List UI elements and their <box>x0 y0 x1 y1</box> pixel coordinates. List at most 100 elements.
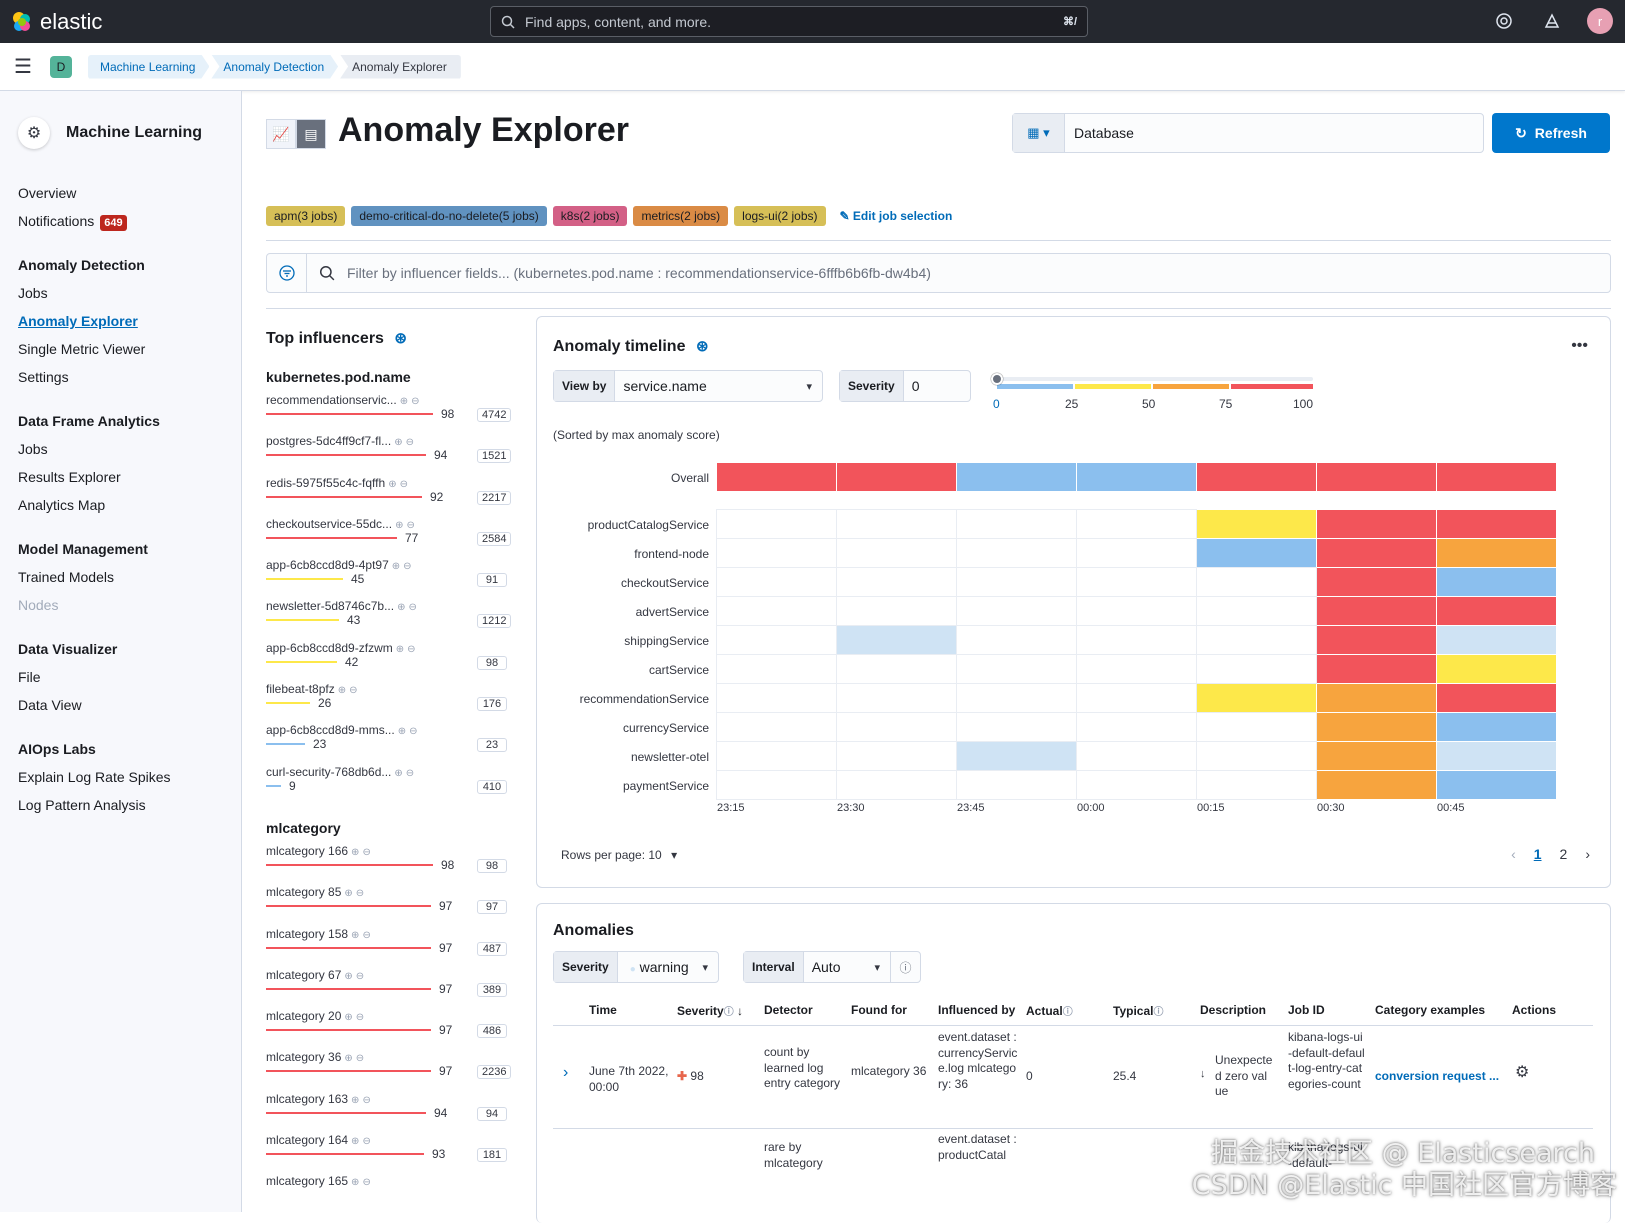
swimlane-label[interactable]: productCatalogService <box>537 518 709 532</box>
swimlane-cell[interactable] <box>1317 510 1436 538</box>
remove-filter-icon[interactable]: ⊖ <box>362 847 370 858</box>
swimlane-cell[interactable] <box>957 510 1076 538</box>
remove-filter-icon[interactable]: ⊖ <box>411 396 419 407</box>
influencer-value[interactable]: mlcategory 164⊕⊖ <box>266 1133 371 1147</box>
swimlane-cell[interactable] <box>1077 713 1196 741</box>
influencer-value[interactable]: curl-security-768db6d...⊕⊖ <box>266 765 414 779</box>
job-badge-demo-critical[interactable]: demo-critical-do-no-delete(5 jobs) <box>351 206 546 226</box>
swimlane-label[interactable]: shippingService <box>537 634 709 648</box>
add-filter-icon[interactable]: ⊕ <box>398 726 406 737</box>
col-influenced-by[interactable]: Influenced by <box>938 1003 1015 1017</box>
influencer-value[interactable]: postgres-5dc4ff9cf7-fl...⊕⊖ <box>266 434 414 448</box>
add-filter-icon[interactable]: ⊕ <box>344 888 352 899</box>
remove-filter-icon[interactable]: ⊖ <box>349 685 357 696</box>
remove-filter-icon[interactable]: ⊖ <box>400 479 408 490</box>
swimlane-cell[interactable] <box>717 742 836 770</box>
add-filter-icon[interactable]: ⊕ <box>397 602 405 613</box>
swimlane-cell[interactable] <box>837 626 956 654</box>
sidebar-item-results-explorer[interactable]: Results Explorer <box>18 463 241 491</box>
single-metric-viewer-icon[interactable]: 📈 <box>266 119 296 149</box>
anomalies-severity-select[interactable]: Severity ● warning ▾ <box>553 951 719 983</box>
add-filter-icon[interactable]: ⊕ <box>400 396 408 407</box>
swimlane-cell[interactable] <box>957 684 1076 712</box>
job-badge-k8s[interactable]: k8s(2 jobs) <box>553 206 628 226</box>
add-filter-icon[interactable]: ⊕ <box>351 1177 359 1188</box>
swimlane-cell[interactable] <box>1317 713 1436 741</box>
influencer-value[interactable]: mlcategory 36⊕⊖ <box>266 1050 364 1064</box>
swimlane-cell[interactable] <box>957 626 1076 654</box>
data-view-picker[interactable]: ▦ ▾ Database <box>1012 113 1484 153</box>
swimlane-cell[interactable] <box>957 713 1076 741</box>
swimlane-cell[interactable] <box>717 568 836 596</box>
swimlane-cell[interactable] <box>1437 568 1556 596</box>
swimlane-cell[interactable] <box>1317 684 1436 712</box>
add-filter-icon[interactable]: ⊕ <box>338 685 346 696</box>
elastic-logo[interactable]: elastic <box>10 9 490 35</box>
row-actions-gear-icon[interactable]: ⚙ <box>1515 1065 1529 1081</box>
remove-filter-icon[interactable]: ⊖ <box>406 437 414 448</box>
sidebar-item-log-pattern-analysis[interactable]: Log Pattern Analysis <box>18 791 241 819</box>
swimlane-cell[interactable] <box>1317 771 1436 799</box>
add-filter-icon[interactable]: ⊕ <box>351 847 359 858</box>
pagination-prev-icon[interactable]: ‹ <box>1511 846 1516 862</box>
influencer-value[interactable]: mlcategory 165⊕⊖ <box>266 1174 371 1188</box>
swimlane-cell[interactable] <box>1317 597 1436 625</box>
sidebar-item-analytics-map[interactable]: Analytics Map <box>18 491 241 519</box>
col-detector[interactable]: Detector <box>764 1003 813 1017</box>
swimlane-cell[interactable] <box>1437 771 1556 799</box>
swimlane-cell[interactable] <box>1197 626 1316 654</box>
info-icon[interactable]: ⊛ <box>394 330 407 347</box>
influencer-filter-input[interactable]: Filter by influencer fields... (kubernet… <box>266 253 1611 293</box>
swimlane-cell[interactable] <box>717 510 836 538</box>
sidebar-item-ad-jobs[interactable]: Jobs <box>18 279 241 307</box>
remove-filter-icon[interactable]: ⊖ <box>408 602 416 613</box>
sidebar-item-single-metric-viewer[interactable]: Single Metric Viewer <box>18 335 241 363</box>
swimlane-cell[interactable] <box>1077 742 1196 770</box>
pagination-next-icon[interactable]: › <box>1585 846 1590 862</box>
swimlane-cell[interactable] <box>1077 626 1196 654</box>
swimlane-cell[interactable] <box>717 684 836 712</box>
slider-thumb[interactable] <box>991 373 1003 385</box>
more-options-icon[interactable]: ••• <box>1571 337 1588 355</box>
swimlane-cell[interactable] <box>1077 771 1196 799</box>
add-filter-icon[interactable]: ⊕ <box>344 1053 352 1064</box>
add-filter-icon[interactable]: ⊕ <box>351 1136 359 1147</box>
add-filter-icon[interactable]: ⊕ <box>344 1012 352 1023</box>
influencer-value[interactable]: mlcategory 85⊕⊖ <box>266 885 364 899</box>
swimlane-label[interactable]: paymentService <box>537 779 709 793</box>
add-filter-icon[interactable]: ⊕ <box>394 437 402 448</box>
swimlane-cell[interactable] <box>1317 568 1436 596</box>
remove-filter-icon[interactable]: ⊖ <box>362 1095 370 1106</box>
swimlane-label[interactable]: frontend-node <box>537 547 709 561</box>
swimlane-cell[interactable] <box>957 771 1076 799</box>
swimlane-label[interactable]: advertService <box>537 605 709 619</box>
anomaly-explorer-icon[interactable]: ▤ <box>296 119 326 149</box>
job-badge-logs-ui[interactable]: logs-ui(2 jobs) <box>734 206 825 226</box>
swimlane-cell[interactable] <box>717 626 836 654</box>
sidebar-item-anomaly-explorer[interactable]: Anomaly Explorer <box>18 307 241 335</box>
swimlane-cell[interactable] <box>957 655 1076 683</box>
influencer-value[interactable]: mlcategory 67⊕⊖ <box>266 968 364 982</box>
swimlane-cell[interactable] <box>717 463 836 491</box>
col-actual[interactable]: Actualⓘ <box>1026 1003 1073 1018</box>
menu-toggle-icon[interactable]: ☰ <box>14 54 38 79</box>
influencer-value[interactable]: mlcategory 166⊕⊖ <box>266 844 371 858</box>
severity-threshold-input[interactable]: Severity 0 <box>839 370 971 402</box>
swimlane-cell[interactable] <box>1197 655 1316 683</box>
remove-filter-icon[interactable]: ⊖ <box>356 971 364 982</box>
swimlane-cell[interactable] <box>1317 539 1436 567</box>
col-category-examples[interactable]: Category examples <box>1375 1003 1485 1017</box>
swimlane-cell[interactable] <box>1317 655 1436 683</box>
swimlane-cell[interactable] <box>837 568 956 596</box>
swimlane-label[interactable]: currencyService <box>537 721 709 735</box>
influencer-value[interactable]: filebeat-t8pfz⊕⊖ <box>266 682 358 696</box>
add-filter-icon[interactable]: ⊕ <box>394 768 402 779</box>
sidebar-item-trained-models[interactable]: Trained Models <box>18 563 241 591</box>
swimlane-cell[interactable] <box>1077 539 1196 567</box>
swimlane-cell[interactable] <box>1077 655 1196 683</box>
remove-filter-icon[interactable]: ⊖ <box>406 520 414 531</box>
add-filter-icon[interactable]: ⊕ <box>392 561 400 572</box>
swimlane-cell[interactable] <box>957 463 1076 491</box>
swimlane-label[interactable]: newsletter-otel <box>537 750 709 764</box>
swimlane-cell[interactable] <box>837 510 956 538</box>
